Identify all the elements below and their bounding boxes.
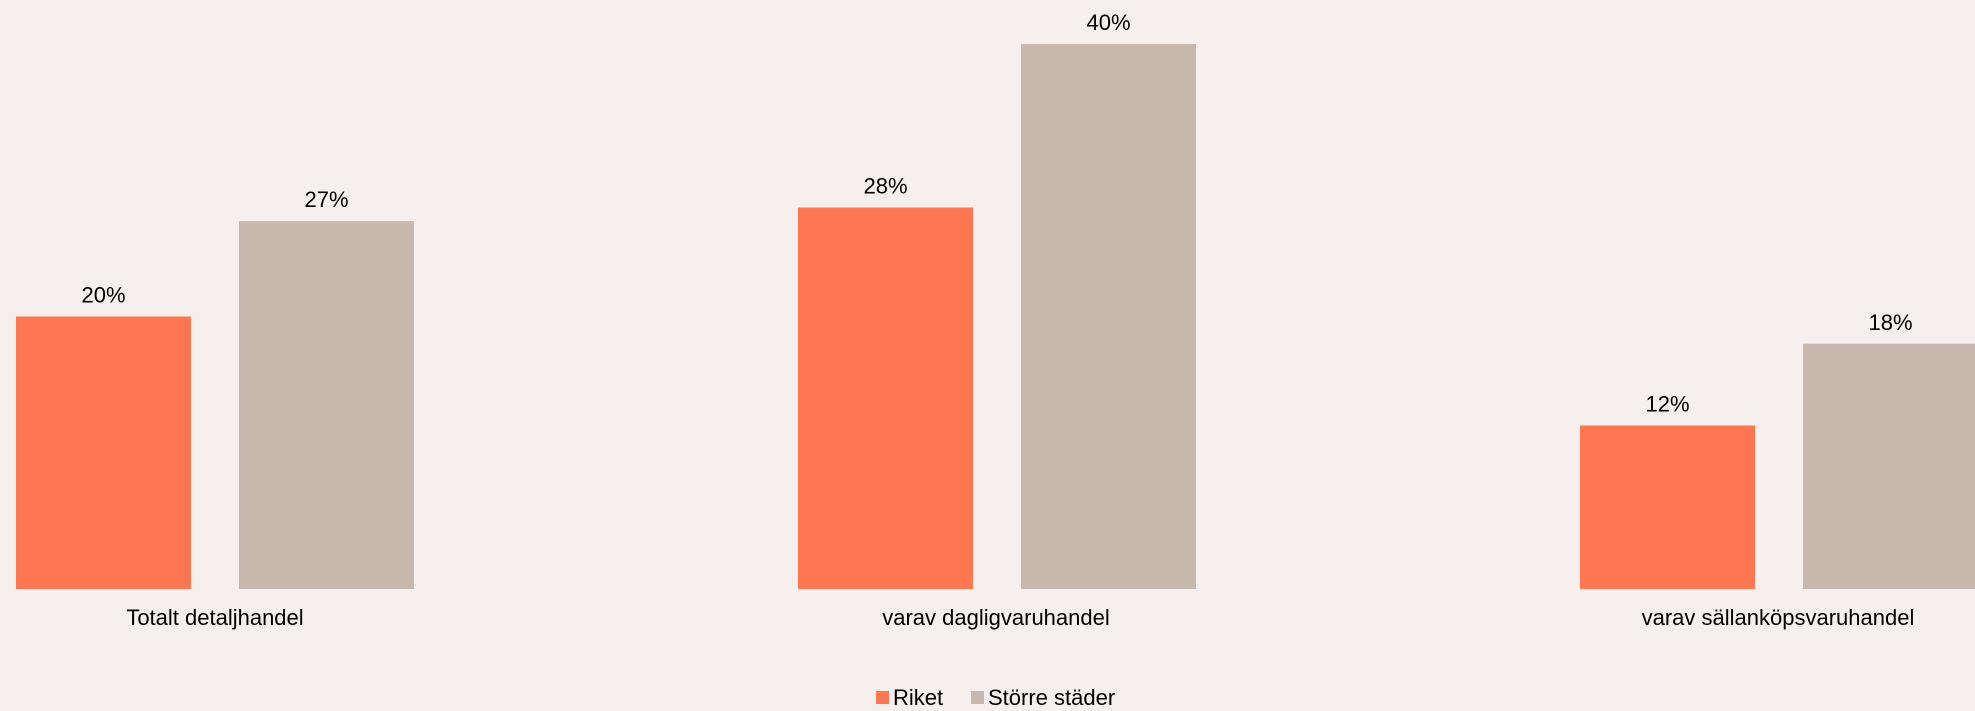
data-label-riket-varav-dagligvaruhandel: 28% <box>863 174 907 199</box>
legend-swatch-riket <box>876 691 889 704</box>
data-label-riket-varav-sallankopsvaruhandel: 12% <box>1645 392 1689 417</box>
bar-storre-stader-varav-dagligvaruhandel <box>1021 44 1196 589</box>
legend: Riket Större städer <box>876 685 1115 710</box>
legend-swatch-storre-stader <box>971 691 984 704</box>
data-label-storre-stader-varav-sallankopsvaruhandel: 18% <box>1868 310 1912 335</box>
bar-storre-stader-totalt-detaljhandel <box>239 221 414 589</box>
bar-riket-varav-dagligvaruhandel <box>798 207 973 589</box>
bar-riket-varav-sallankopsvaruhandel <box>1580 425 1755 589</box>
category-labels-layer: Totalt detaljhandel varav dagligvaruhande… <box>126 605 1914 630</box>
data-label-riket-totalt-detaljhandel: 20% <box>81 283 125 308</box>
legend-label-riket: Riket <box>893 685 943 710</box>
category-label-varav-dagligvaruhandel: varav dagligvaruhandel <box>882 605 1110 630</box>
bar-storre-stader-varav-sallankopsvaruhandel <box>1803 343 1975 589</box>
data-label-storre-stader-totalt-detaljhandel: 27% <box>304 187 348 212</box>
legend-label-storre-stader: Större städer <box>988 685 1115 710</box>
bars-layer <box>16 44 1975 589</box>
category-label-varav-sallankopsvaruhandel: varav sällanköpsvaruhandel <box>1642 605 1915 630</box>
data-labels-layer: 20% 28% 12% 27% 40% 18% <box>81 10 1912 417</box>
data-label-storre-stader-varav-dagligvaruhandel: 40% <box>1086 10 1130 35</box>
category-label-totalt-detaljhandel: Totalt detaljhandel <box>126 605 303 630</box>
bar-riket-totalt-detaljhandel <box>16 316 191 589</box>
